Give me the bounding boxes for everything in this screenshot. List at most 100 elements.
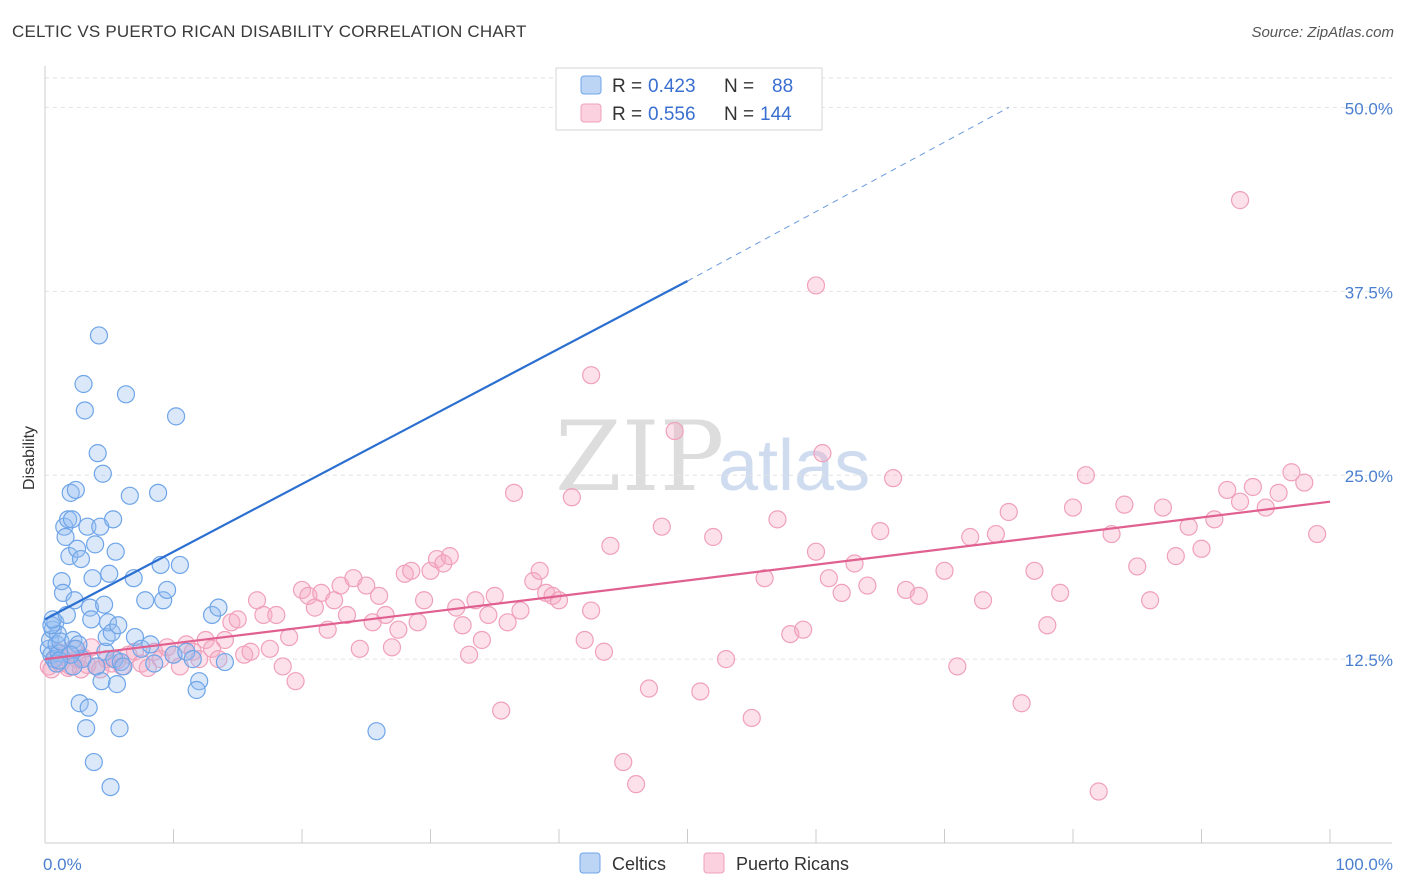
puerto-ricans-point — [1140, 591, 1160, 610]
puerto-ricans-point — [357, 576, 376, 595]
celtics-point — [60, 547, 79, 566]
celtics-point — [74, 374, 93, 394]
puerto-ricans-point — [466, 591, 485, 610]
puerto-ricans-point — [1205, 510, 1224, 529]
puerto-ricans-point — [376, 605, 395, 625]
watermark-zip: ZIP — [555, 401, 724, 513]
celtics-point — [170, 555, 190, 575]
puerto-ricans-point — [1128, 557, 1147, 576]
puerto-ricans-point — [614, 752, 633, 772]
puerto-ricans-point — [183, 642, 202, 661]
puerto-ricans-point — [909, 586, 928, 605]
celtics-point — [202, 605, 222, 625]
puerto-ricans-trend-line — [44, 500, 1331, 661]
celtics-point — [101, 777, 120, 797]
puerto-ricans-point — [986, 524, 1006, 544]
celtics-point — [136, 591, 155, 610]
puerto-ricans-point — [273, 657, 292, 676]
celtics-point — [89, 326, 109, 345]
puerto-ricans-point — [408, 613, 427, 632]
celtics-point — [114, 657, 133, 676]
puerto-ricans-point — [402, 561, 421, 580]
x-tick-label: 100.0% — [1335, 855, 1393, 874]
celtics-point — [215, 652, 234, 672]
celtics-point — [100, 564, 119, 583]
puerto-ricans-point — [1243, 477, 1263, 497]
legend-swatch-puerto-ricans — [580, 103, 602, 123]
puerto-ricans-point — [594, 642, 614, 661]
puerto-ricans-point — [453, 616, 472, 635]
celtics-point — [82, 610, 101, 629]
legend-box: R = 0.423 N = 88 R = 0.556 N = 144 — [555, 67, 823, 131]
puerto-ricans-point — [524, 572, 543, 591]
puerto-ricans-point — [755, 569, 774, 588]
legend-r-label-puerto-ricans: R = — [612, 104, 642, 125]
source-attribution: Source: ZipAtlas.com — [1251, 24, 1394, 41]
celtics-point — [209, 598, 228, 617]
celtics-point — [70, 694, 89, 713]
y-tick-label: 37.5% — [1345, 283, 1393, 302]
puerto-ricans-point — [267, 605, 286, 625]
axes — [44, 66, 1392, 844]
puerto-ricans-point — [582, 366, 601, 385]
puerto-ricans-point — [1166, 547, 1185, 566]
celtics-point — [104, 510, 123, 529]
celtics-point — [110, 719, 129, 738]
puerto-ricans-point — [806, 276, 826, 295]
celtics-point — [86, 535, 105, 554]
ticks: 12.5% 25.0% 37.5% 50.0% 0.0% 100.0% — [43, 99, 1393, 874]
puerto-ricans-point — [948, 657, 967, 676]
puerto-ricans-point — [1256, 498, 1275, 517]
y-tick-label: 25.0% — [1345, 467, 1393, 486]
legend-n-label-puerto-ricans: N = — [724, 104, 754, 125]
celtics-point — [157, 580, 177, 600]
puerto-ricans-point — [575, 630, 594, 650]
puerto-ricans-point — [832, 583, 851, 603]
puerto-ricans-point — [935, 561, 954, 580]
puerto-ricans-point — [1308, 524, 1327, 544]
legend-r-label-celtics: R = — [612, 76, 642, 97]
puerto-ricans-point — [639, 679, 659, 698]
celtics-trend-extension — [687, 106, 1009, 282]
puerto-ricans-point — [1282, 463, 1301, 482]
puerto-ricans-point — [819, 569, 838, 588]
celtics-point — [92, 672, 111, 691]
puerto-ricans-point — [582, 601, 601, 620]
celtics-point — [154, 591, 173, 610]
puerto-ricans-point — [652, 517, 671, 536]
celtics-point — [109, 616, 128, 635]
celtics-point — [107, 675, 127, 694]
puerto-ricans-point — [280, 627, 299, 647]
watermark-atlas: atlas — [718, 426, 870, 506]
celtics-point — [66, 480, 85, 500]
puerto-ricans-point — [1076, 466, 1095, 485]
puerto-ricans-point — [691, 682, 710, 701]
celtics-point — [98, 613, 118, 632]
puerto-ricans-point — [202, 639, 222, 658]
puerto-ricans-point — [704, 527, 723, 547]
series-celtics — [39, 326, 386, 797]
legend-n-label-celtics: N = — [724, 76, 754, 97]
puerto-ricans-point — [498, 613, 517, 632]
puerto-ricans-point — [1025, 561, 1044, 580]
y-tick-label: 50.0% — [1345, 99, 1393, 118]
celtics-point — [93, 464, 112, 483]
celtics-point — [50, 651, 69, 670]
puerto-ricans-point — [337, 605, 357, 625]
puerto-ricans-point — [716, 650, 736, 669]
celtics-point — [43, 610, 62, 629]
celtics-point — [62, 510, 82, 529]
puerto-ricans-point — [254, 605, 273, 625]
puerto-ricans-point — [260, 639, 279, 658]
puerto-ricans-point — [806, 542, 826, 561]
celtics-point — [61, 483, 80, 502]
puerto-ricans-point — [511, 601, 530, 620]
bottom-legend-label-celtics: Celtics — [612, 854, 666, 874]
bottom-legend: Celtics Puerto Ricans — [579, 852, 849, 874]
celtics-point — [367, 722, 386, 741]
celtics-point — [148, 483, 168, 502]
legend-n-value-celtics: 88 — [772, 76, 793, 97]
celtics-point — [68, 539, 87, 558]
puerto-ricans-point — [1295, 473, 1314, 492]
